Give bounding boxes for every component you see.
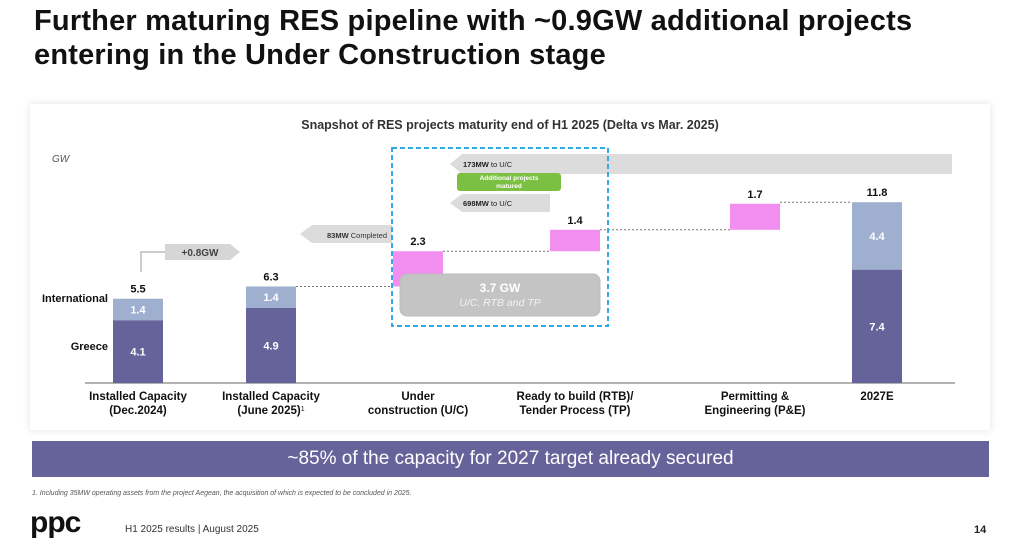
arrow-rtb-to-uc (450, 194, 550, 212)
label-international: 4.4 (869, 231, 885, 243)
row-label-greece: Greece (71, 341, 108, 353)
label-greece: 4.1 (130, 347, 145, 359)
footnote-marker: 1 (301, 406, 305, 413)
total-label: 1.7 (747, 189, 762, 201)
bar-pipeline (550, 229, 600, 252)
group-summary-value: 3.7 GW (480, 281, 521, 295)
summary-banner: ~85% of the capacity for 2027 target alr… (32, 441, 989, 477)
category-label: Tender Process (TP) (520, 405, 631, 417)
label-international: 1.4 (263, 292, 279, 304)
total-label: 6.3 (263, 271, 278, 283)
total-label: 5.5 (130, 284, 145, 296)
group-summary-box (399, 273, 601, 317)
group-summary-text: U/C, RTB and TP (459, 297, 541, 309)
total-label: 2.3 (410, 236, 425, 248)
category-label: Installed Capacity (89, 391, 187, 403)
label-greece: 7.4 (869, 321, 885, 333)
arrow-completed-label: 83MW Completed (327, 231, 387, 240)
category-label: (Dec.2024) (109, 405, 167, 417)
category-label: Permitting & (721, 391, 789, 403)
ppc-logo: ppc (30, 510, 82, 539)
category-label: 2027E (860, 391, 894, 403)
bar-greece (852, 269, 902, 383)
footnote: 1. Including 35MW operating assets from … (32, 490, 412, 497)
delta-label: +0.8GW (182, 248, 220, 259)
total-label: 1.4 (567, 215, 583, 227)
chart-title: Snapshot of RES projects maturity end of… (301, 118, 719, 132)
page-title: Further maturing RES pipeline with ~0.9G… (34, 5, 913, 71)
category-label: Engineering (P&E) (705, 405, 806, 417)
category-label: (June 2025)1 (237, 405, 304, 417)
additional-label-line1: Additional projects (480, 175, 539, 182)
footer-text: H1 2025 results | August 2025 (125, 524, 259, 535)
bar-international (852, 202, 902, 270)
category-label: Under (401, 391, 435, 403)
category-label: Installed Capacity (222, 391, 320, 403)
chart: Snapshot of RES projects maturity end of… (42, 118, 955, 417)
label-international: 1.4 (130, 304, 146, 316)
chart-panel: Snapshot of RES projects maturity end of… (30, 104, 990, 430)
additional-label-line2: matured (496, 183, 522, 190)
additional-projects-badge (457, 173, 561, 191)
bar-international (113, 298, 163, 321)
bar-greece (246, 307, 296, 383)
bar-pipeline (730, 203, 780, 230)
unit-label: GW (52, 154, 71, 165)
arrow-completed (300, 225, 392, 243)
arrow-173-label: 173MW to U/C (463, 160, 513, 169)
svg-text:ppc: ppc (30, 510, 81, 539)
page-number: 14 (974, 524, 987, 536)
category-label: Ready to build (RTB)/ (517, 391, 635, 403)
delta-arrow (165, 244, 240, 260)
arrow-698-label: 698MW to U/C (463, 199, 513, 208)
row-label-international: International (42, 293, 108, 305)
label-greece: 4.9 (263, 340, 278, 352)
bar-greece (113, 320, 163, 383)
bar-international (246, 286, 296, 308)
arrow-pe-to-uc (450, 154, 952, 174)
total-label: 11.8 (867, 187, 888, 199)
group-dashed-box (391, 147, 609, 327)
category-label: construction (U/C) (368, 405, 468, 417)
